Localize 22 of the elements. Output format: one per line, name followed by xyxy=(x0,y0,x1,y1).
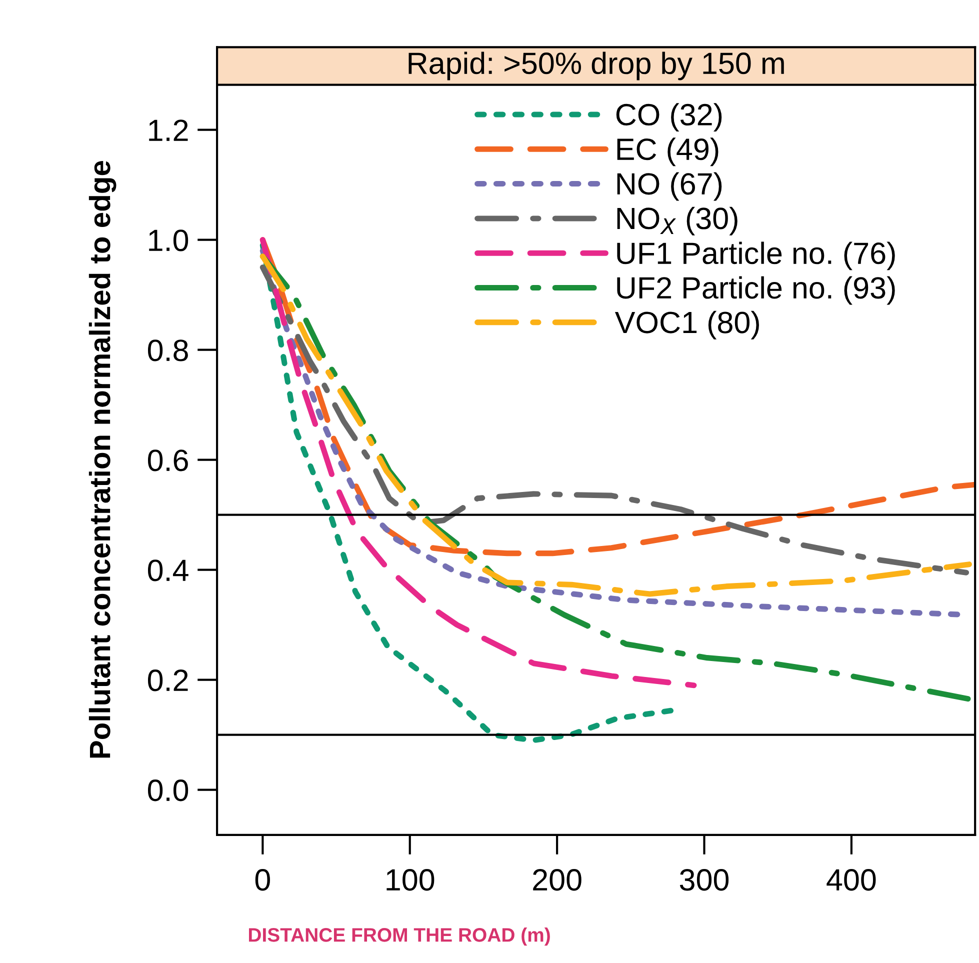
y-tick-label: 1.2 xyxy=(149,120,188,141)
y-tick-label: 1.0 xyxy=(149,230,188,252)
legend-label: UF1 Particle no. (76) xyxy=(617,242,895,270)
y-axis-title: Pollutant concentration normalized to edge xyxy=(88,161,116,758)
x-tick-label: 400 xyxy=(826,869,876,891)
y-tick-label: 0.8 xyxy=(148,340,188,362)
x-tick-label: 0 xyxy=(255,869,270,891)
y-tick-label: 0.4 xyxy=(148,560,188,582)
legend-label: CO (32) xyxy=(616,103,722,132)
legend-label: NO (67) xyxy=(617,172,722,201)
legend-label: NO$_{X}$ (30) xyxy=(617,206,738,236)
x-tick-label: 200 xyxy=(533,869,582,891)
legend-label: EC (49) xyxy=(617,138,718,166)
chart-title: Rapid: >50% drop by 150 m xyxy=(408,52,784,80)
y-tick-label: 0.6 xyxy=(148,450,188,472)
x-tick-label: 300 xyxy=(680,869,729,891)
y-tick-label: 0.2 xyxy=(148,670,188,692)
legend-label: UF2 Particle no. (93) xyxy=(617,276,895,305)
x-axis-title: DISTANCE FROM THE ROAD (m) xyxy=(248,928,550,946)
legend-label: VOC1 (80) xyxy=(614,310,759,340)
x-tick-label: 100 xyxy=(386,869,434,891)
y-tick-label: 0.0 xyxy=(148,780,188,802)
